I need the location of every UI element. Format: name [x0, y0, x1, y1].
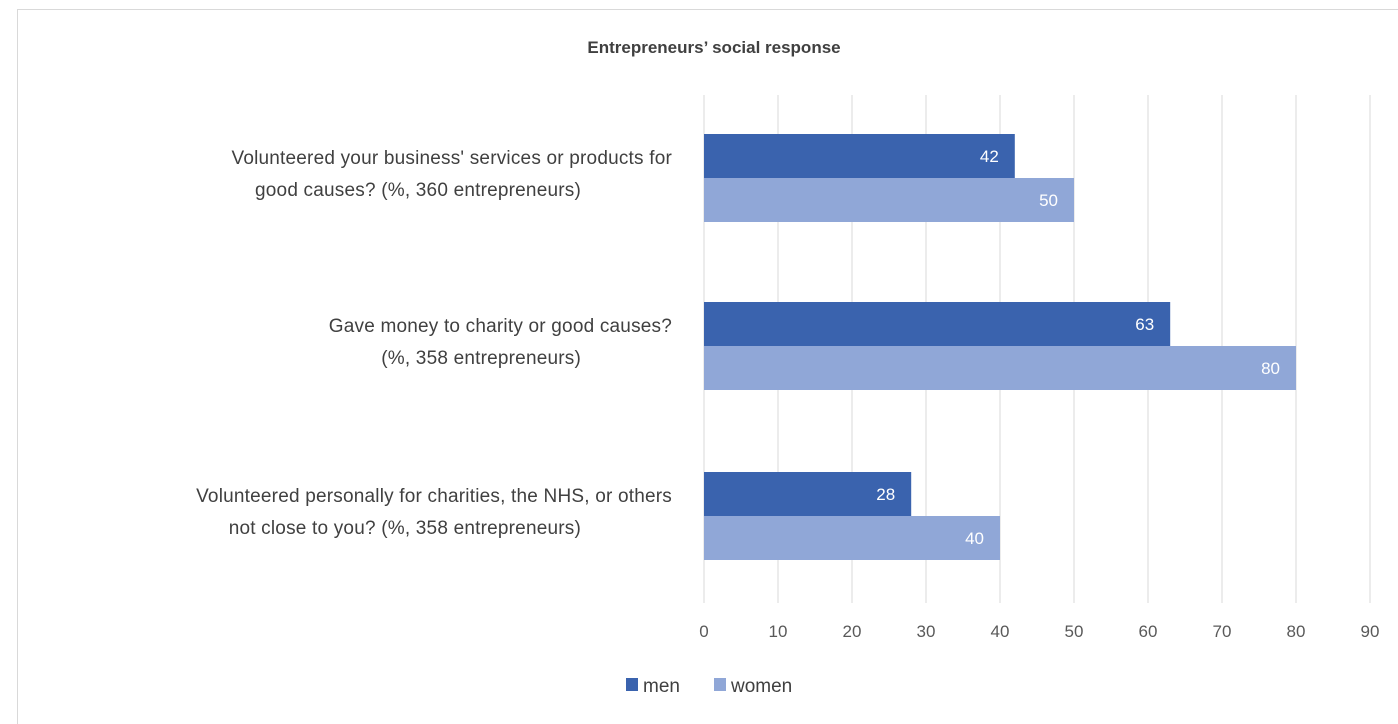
category-label: Volunteered your business' services or p… — [232, 148, 673, 201]
category-labels: Volunteered your business' services or p… — [196, 148, 672, 539]
legend-swatch-men — [626, 678, 638, 691]
x-tick-label: 40 — [991, 622, 1010, 641]
x-axis-tick-labels: 0 10 20 30 40 50 60 70 80 90 — [699, 622, 1379, 641]
x-tick-label: 60 — [1139, 622, 1158, 641]
bar-men — [704, 134, 1015, 178]
x-tick-label: 70 — [1213, 622, 1232, 641]
category-label-line: (%, 358 entrepreneurs) — [381, 348, 581, 369]
category-label: Gave money to charity or good causes? (%,… — [329, 316, 672, 369]
category-label-line: good causes? (%, 360 entrepreneurs) — [255, 180, 581, 201]
bar-men — [704, 302, 1171, 346]
x-tick-label: 20 — [843, 622, 862, 641]
x-tick-label: 30 — [917, 622, 936, 641]
chart-frame — [17, 9, 1398, 724]
x-tick-label: 50 — [1065, 622, 1084, 641]
data-label-women: 40 — [965, 529, 984, 548]
x-tick-label: 80 — [1287, 622, 1306, 641]
data-label-men: 28 — [876, 485, 895, 504]
data-label-women: 80 — [1261, 359, 1280, 378]
bar-men — [704, 472, 912, 516]
bar-women — [704, 178, 1074, 222]
category-label-line: not close to you? (%, 358 entrepreneurs) — [229, 518, 581, 539]
x-tick-label: 0 — [699, 622, 708, 641]
x-tick-label: 90 — [1361, 622, 1380, 641]
bar-women — [704, 346, 1296, 390]
category-label: Volunteered personally for charities, th… — [196, 486, 672, 539]
legend: men women — [626, 676, 792, 697]
legend-label-women: women — [730, 676, 792, 697]
data-label-men: 63 — [1135, 315, 1154, 334]
data-label-men: 42 — [980, 147, 999, 166]
category-label-line: Volunteered your business' services or p… — [232, 148, 673, 169]
bar-women — [704, 516, 1000, 560]
data-label-women: 50 — [1039, 191, 1058, 210]
chart-title: Entrepreneurs’ social response — [587, 38, 840, 57]
legend-swatch-women — [714, 678, 726, 691]
x-tick-label: 10 — [769, 622, 788, 641]
legend-label-men: men — [643, 676, 680, 697]
category-label-line: Gave money to charity or good causes? — [329, 316, 672, 337]
bars: 42 50 63 80 28 40 — [704, 134, 1296, 560]
category-label-line: Volunteered personally for charities, th… — [196, 486, 672, 507]
